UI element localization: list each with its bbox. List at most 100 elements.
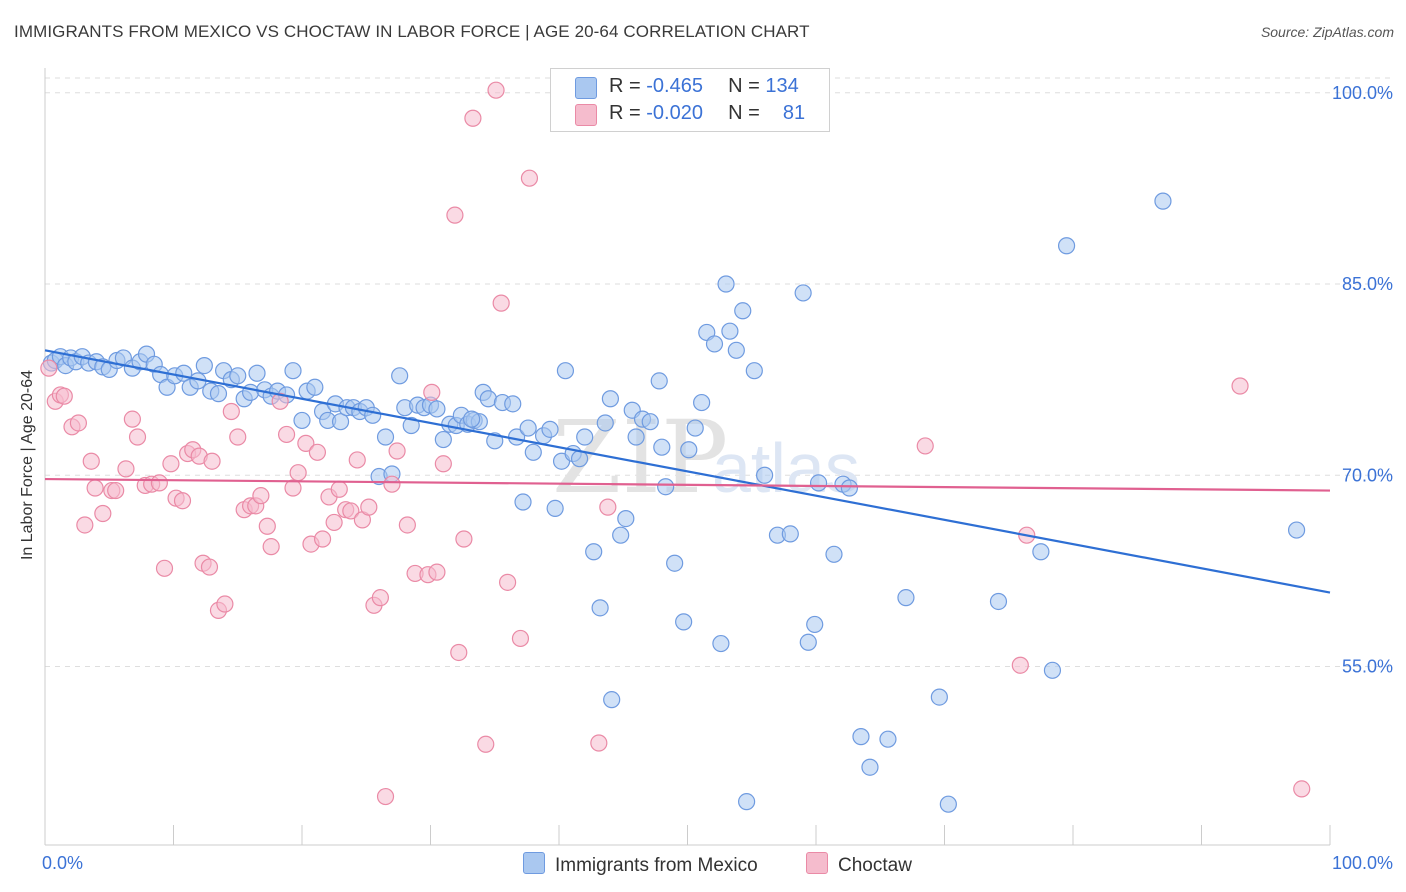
point-mexico xyxy=(576,428,594,446)
point-choctaw xyxy=(150,474,168,492)
point-mexico xyxy=(930,688,948,706)
point-mexico xyxy=(434,430,452,449)
point-mexico xyxy=(306,378,324,396)
point-choctaw xyxy=(40,359,58,377)
point-choctaw xyxy=(258,517,276,535)
point-choctaw xyxy=(1293,780,1311,798)
point-mexico xyxy=(284,362,302,380)
point-mexico xyxy=(734,302,752,320)
point-mexico xyxy=(650,372,668,390)
point-mexico xyxy=(612,526,630,544)
bottom-legend-choctaw: Choctaw xyxy=(806,852,912,876)
point-choctaw xyxy=(76,516,94,534)
point-choctaw xyxy=(434,455,452,473)
point-choctaw xyxy=(520,169,539,187)
point-choctaw xyxy=(271,392,289,410)
watermark-atlas: atlas xyxy=(712,429,860,507)
point-mexico xyxy=(591,599,609,617)
point-choctaw xyxy=(155,559,174,577)
point-mexico xyxy=(657,478,675,496)
point-choctaw xyxy=(229,428,247,446)
point-choctaw xyxy=(173,492,192,510)
point-choctaw xyxy=(464,109,482,127)
point-mexico xyxy=(712,634,730,653)
point-mexico xyxy=(809,474,828,492)
point-choctaw xyxy=(371,589,389,607)
point-mexico xyxy=(519,419,537,437)
point-mexico xyxy=(825,545,843,563)
point-mexico xyxy=(799,633,817,651)
legend-n-label: N = xyxy=(728,75,760,97)
point-mexico xyxy=(680,441,698,459)
point-mexico xyxy=(603,691,621,709)
point-choctaw xyxy=(477,735,495,753)
point-mexico xyxy=(1032,543,1050,561)
tick-labels: 55.0% 70.0% 85.0% 100.0% 0.0% 100.0% xyxy=(42,83,1393,873)
point-mexico xyxy=(364,406,382,424)
point-mexico xyxy=(745,362,763,380)
legend-swatch-choctaw xyxy=(575,104,597,126)
point-choctaw xyxy=(446,206,464,224)
point-mexico xyxy=(331,413,350,431)
point-mexico xyxy=(195,357,213,375)
point-choctaw xyxy=(277,425,296,444)
point-choctaw xyxy=(423,383,441,401)
point-mexico xyxy=(524,443,542,461)
point-choctaw xyxy=(590,734,608,752)
point-choctaw xyxy=(262,538,280,556)
source-label: Source: ZipAtlas.com xyxy=(1260,24,1394,40)
point-mexico xyxy=(897,589,915,607)
grid-lines xyxy=(45,77,1395,667)
point-choctaw xyxy=(117,460,135,478)
point-mexico xyxy=(391,367,409,385)
point-mexico xyxy=(705,335,724,353)
point-choctaw xyxy=(308,443,327,461)
point-mexico xyxy=(1287,521,1306,539)
point-choctaw xyxy=(360,498,378,516)
point-mexico xyxy=(596,414,614,432)
point-choctaw xyxy=(342,502,360,520)
bottom-legend-label-mexico: Immigrants from Mexico xyxy=(555,855,758,876)
point-choctaw xyxy=(492,294,510,312)
point-choctaw xyxy=(69,414,88,432)
point-mexico xyxy=(806,615,824,634)
point-mexico xyxy=(1154,192,1172,210)
point-choctaw xyxy=(1011,656,1029,674)
point-choctaw xyxy=(348,451,366,469)
point-mexico xyxy=(794,284,812,302)
point-mexico xyxy=(376,428,395,446)
point-choctaw xyxy=(325,513,343,532)
point-mexico xyxy=(428,400,446,418)
y-tick-label: 70.0% xyxy=(1342,465,1393,485)
point-choctaw xyxy=(428,563,446,581)
point-choctaw xyxy=(216,595,234,613)
point-mexico xyxy=(209,385,228,403)
point-choctaw xyxy=(55,387,73,405)
bottom-legend-mexico: Immigrants from Mexico xyxy=(523,852,758,876)
legend-n-value: 134 xyxy=(765,75,799,97)
point-choctaw xyxy=(916,437,934,455)
point-choctaw xyxy=(123,410,141,428)
point-choctaw xyxy=(252,487,270,505)
watermark: ZIP atlas xyxy=(552,399,860,516)
point-mexico xyxy=(861,758,879,776)
point-mexico xyxy=(1057,237,1076,255)
y-tick-label: 55.0% xyxy=(1342,657,1393,677)
point-choctaw xyxy=(383,475,401,493)
point-choctaw xyxy=(284,479,302,497)
bottom-legend-swatch-choctaw xyxy=(806,852,828,874)
point-choctaw xyxy=(94,504,112,523)
point-mexico xyxy=(686,419,704,437)
point-choctaw xyxy=(222,402,240,421)
x-tick-label: 0.0% xyxy=(42,853,83,873)
point-mexico xyxy=(556,362,575,380)
point-mexico xyxy=(617,509,635,528)
point-choctaw xyxy=(450,643,468,662)
point-mexico xyxy=(463,410,481,428)
point-mexico xyxy=(541,420,559,438)
trend-lines xyxy=(44,349,1331,594)
point-choctaw xyxy=(455,530,473,548)
point-mexico xyxy=(627,428,645,446)
legend-swatch-mexico xyxy=(575,77,597,99)
